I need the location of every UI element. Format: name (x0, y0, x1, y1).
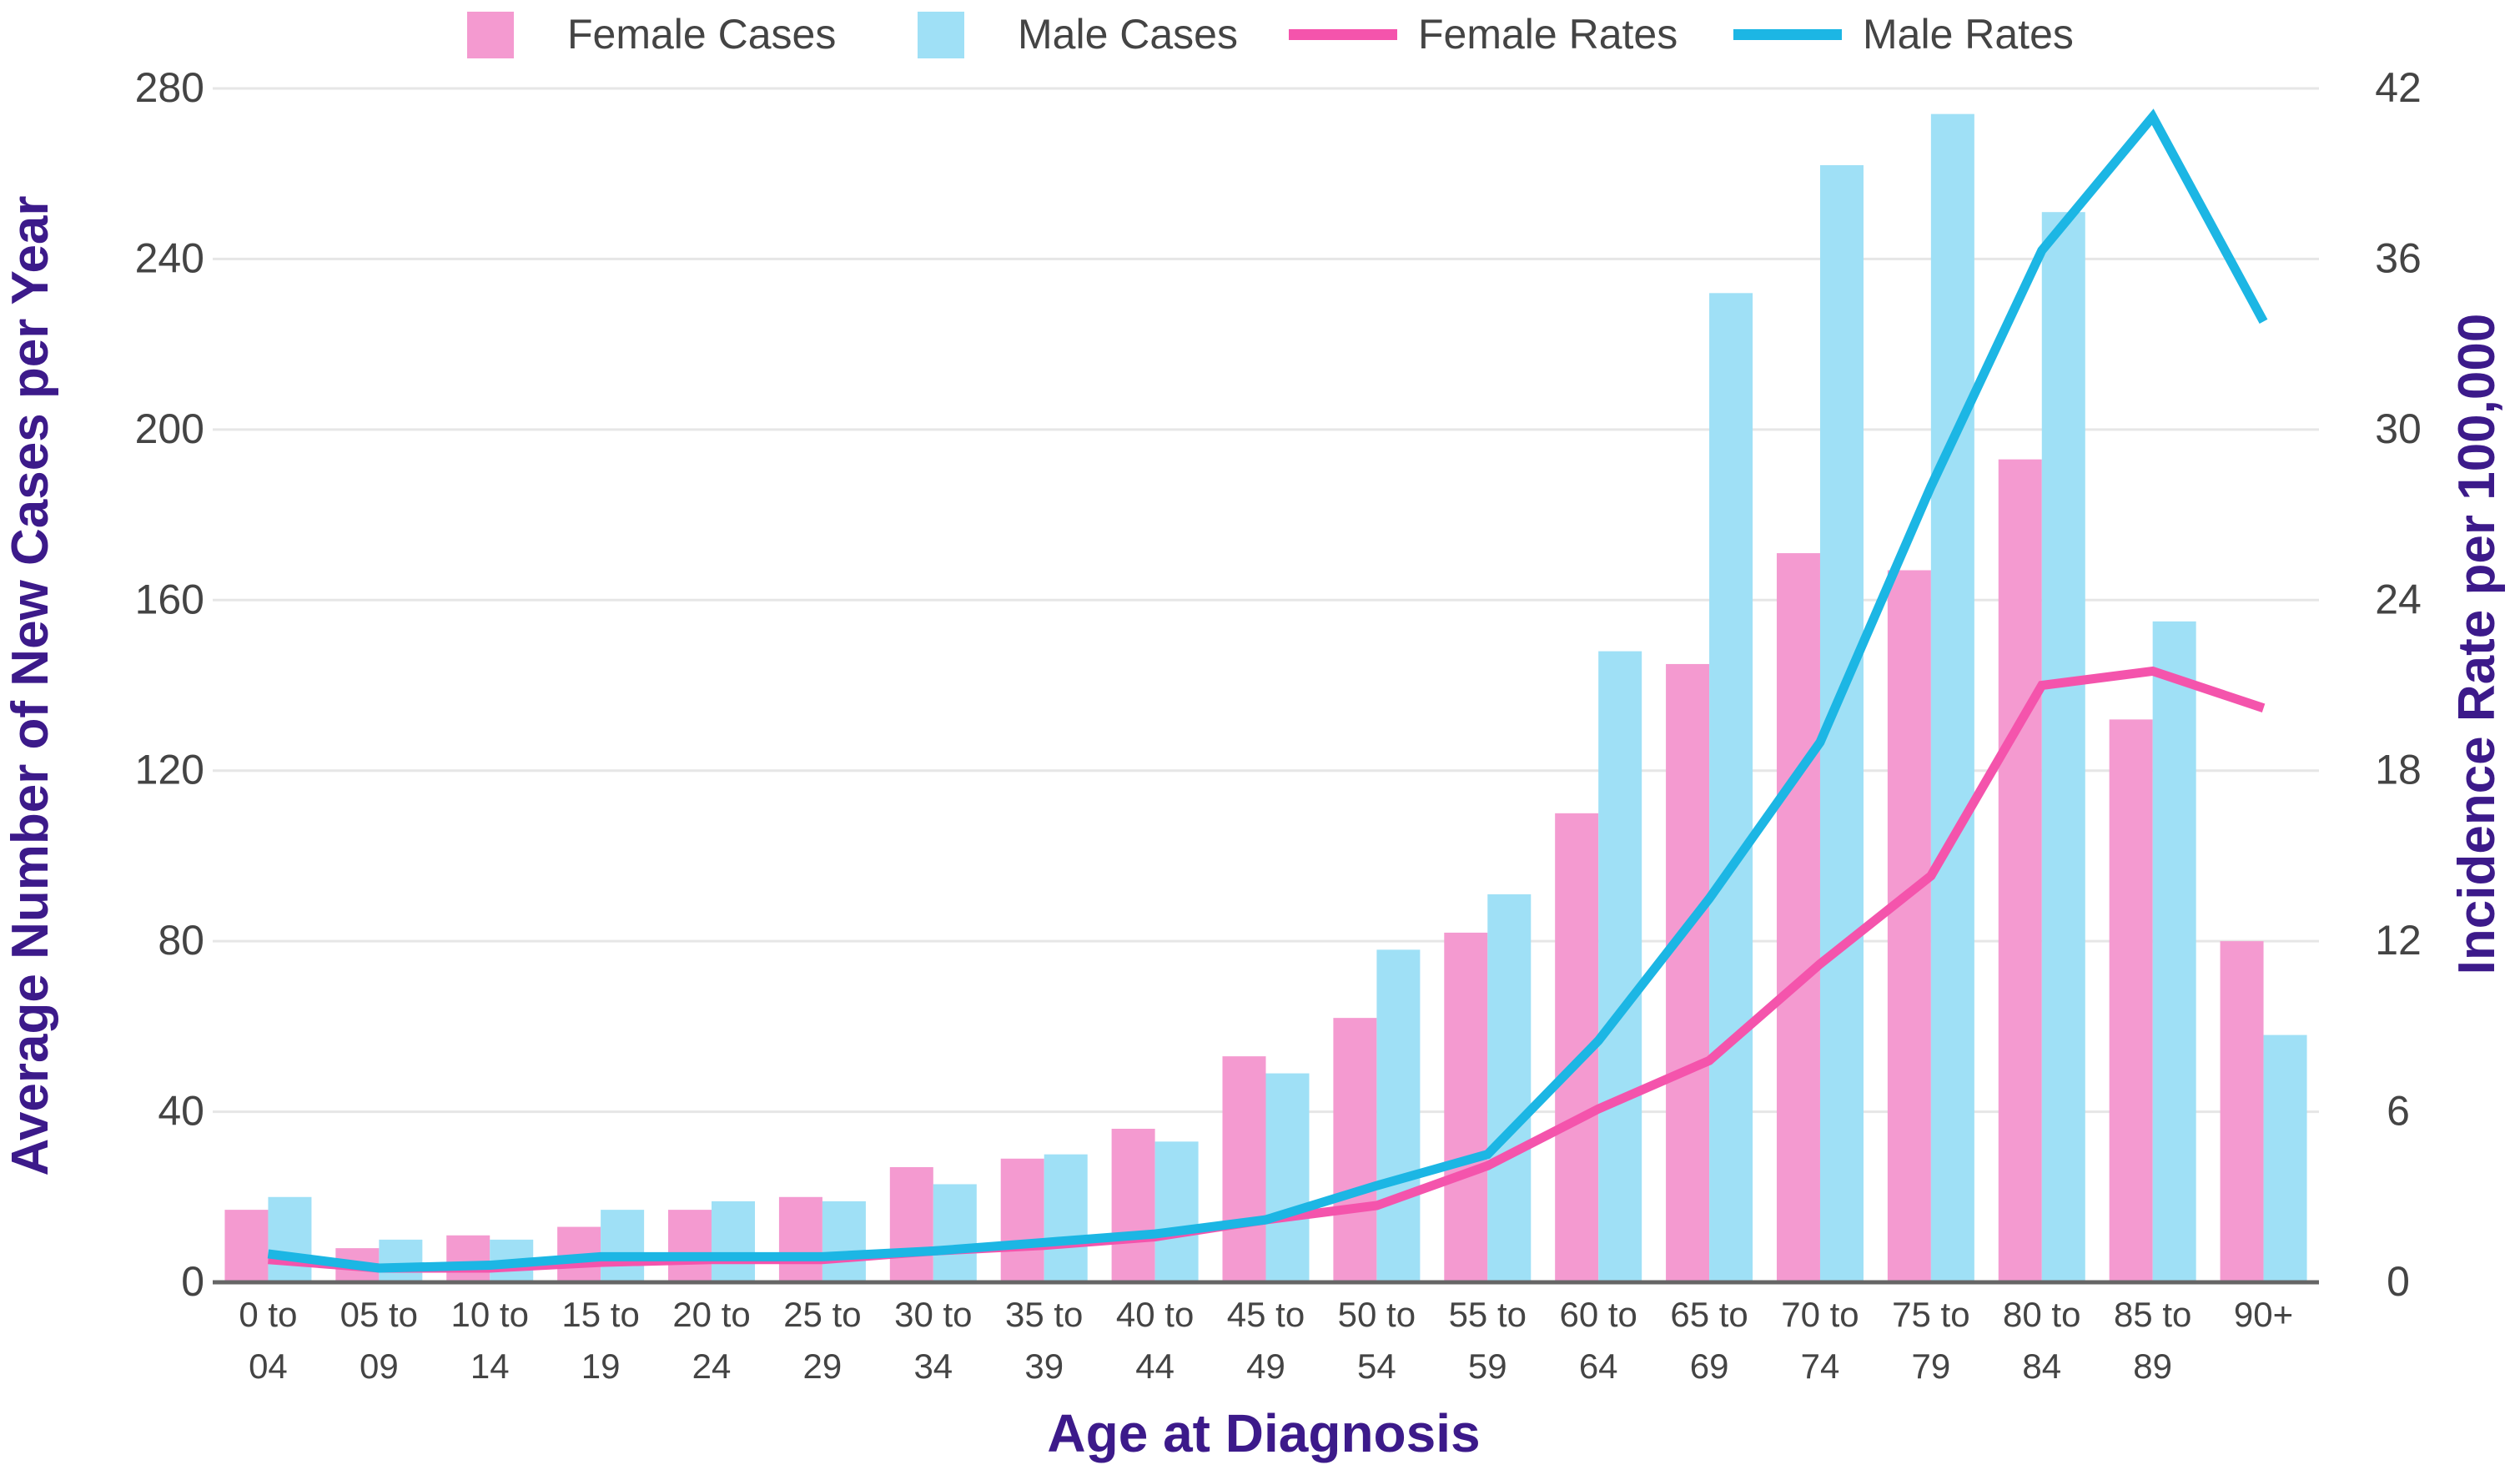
y-left-tick-0: 0 (181, 1258, 204, 1305)
x-tick-label-4: 20 to 24 (672, 1295, 750, 1386)
female-cases-bar-2 (446, 1235, 490, 1282)
x-tick-label-10: 50 to 54 (1338, 1295, 1416, 1386)
y-right-tick-0: 0 (2387, 1258, 2410, 1305)
male-cases-bar-5 (822, 1201, 866, 1282)
x-tick-label-8: 40 to 44 (1116, 1295, 1194, 1386)
legend-label-female-rates: Female Rates (1418, 11, 1677, 58)
male-cases-bar-6 (933, 1184, 977, 1282)
male-cases-bar-3 (601, 1210, 645, 1282)
y-left-tick-6: 240 (135, 234, 204, 281)
x-tick-label-14: 70 to 74 (1781, 1295, 1859, 1386)
legend-label-male-cases: Male Cases (1018, 11, 1238, 58)
female-cases-bar-10 (1333, 1018, 1377, 1282)
female-cases-bar-18 (2220, 941, 2264, 1282)
female-cases-bar-7 (1000, 1158, 1044, 1282)
female-cases-bar-17 (2109, 719, 2153, 1282)
x-tick-label-5: 25 to 29 (783, 1295, 861, 1386)
legend-item-male-rates: Male Rates (1733, 11, 2074, 58)
male-rates-line (267, 108, 2268, 1273)
y-left-tick-7: 280 (135, 64, 204, 111)
female-cases-bar-16 (1998, 459, 2042, 1282)
female-cases-bar-9 (1222, 1056, 1266, 1282)
y-left-axis-title: Average Number of New Cases per Year (2, 195, 59, 1175)
male-cases-bar-7 (1044, 1154, 1088, 1282)
male-cases-bar-16 (2041, 212, 2085, 1283)
male-cases-bar-11 (1487, 894, 1532, 1282)
x-tick-label-15: 75 to 79 (1892, 1295, 1969, 1386)
x-tick-label-0: 0 to 04 (239, 1295, 297, 1386)
female-cases-bar-11 (1444, 932, 1488, 1282)
y-right-tick-1: 6 (2387, 1088, 2410, 1135)
male-cases-bar-4 (712, 1201, 756, 1282)
male-cases-bar-8 (1154, 1141, 1199, 1282)
y-left-tick-1: 40 (158, 1088, 204, 1135)
female-cases-bar-6 (889, 1167, 933, 1282)
legend-swatch-female-cases (467, 12, 514, 58)
y-left-tick-2: 80 (158, 917, 204, 964)
male-cases-bar-15 (1930, 113, 1974, 1282)
legend-label-female-cases: Female Cases (567, 11, 836, 58)
x-tick-label-3: 15 to 19 (561, 1295, 639, 1386)
male-cases-bar-10 (1376, 949, 1421, 1282)
female-cases-bar-5 (778, 1196, 822, 1282)
female-cases-bar-0 (224, 1210, 269, 1282)
x-axis-title: Age at Diagnosis (1047, 1403, 1480, 1463)
legend-swatch-female-rates (1289, 29, 1397, 40)
legend-item-female-cases: Female Cases (467, 11, 836, 58)
male-cases-bar-18 (2263, 1034, 2307, 1282)
y-right-axis-title: Incidence Rate per 100,000 (2448, 314, 2506, 975)
bar-series-group (224, 113, 2307, 1283)
male-cases-bar-13 (1709, 293, 1753, 1282)
x-tick-label-11: 55 to 59 (1449, 1295, 1527, 1386)
y-right-tick-6: 36 (2375, 234, 2422, 281)
x-tick-label-7: 35 to 39 (1005, 1295, 1083, 1386)
y-right-tick-labels: 0 6 12 18 24 30 36 42 (2375, 64, 2422, 1305)
y-right-tick-5: 30 (2375, 405, 2422, 452)
x-tick-labels: 0 to 04 05 to 09 10 to 14 15 to 19 20 to 24 25 to 2… (239, 1295, 2293, 1386)
x-tick-label-2: 10 to 14 (451, 1295, 529, 1386)
female-cases-bar-14 (1776, 553, 1820, 1282)
legend-swatch-male-rates (1733, 29, 1842, 40)
gridlines (213, 87, 2319, 1114)
x-tick-label-9: 45 to 49 (1227, 1295, 1305, 1386)
x-tick-label-1: 05 to 09 (340, 1295, 418, 1386)
x-tick-label-12: 60 to 64 (1559, 1295, 1637, 1386)
y-right-tick-4: 24 (2375, 576, 2422, 622)
y-left-tick-3: 120 (135, 747, 204, 793)
male-cases-bar-1 (379, 1239, 423, 1282)
legend-label-male-rates: Male Rates (1863, 11, 2074, 58)
female-cases-bar-15 (1887, 570, 1931, 1282)
x-tick-label-13: 65 to 69 (1670, 1295, 1748, 1386)
y-right-tick-3: 18 (2375, 747, 2422, 793)
female-cases-bar-13 (1666, 663, 1710, 1282)
y-right-tick-2: 12 (2375, 917, 2422, 964)
y-left-tick-labels: 0 40 80 120 160 200 240 280 (135, 64, 204, 1305)
female-cases-bar-8 (1111, 1129, 1155, 1282)
male-cases-bar-12 (1598, 651, 1642, 1282)
legend-item-male-cases: Male Cases (918, 11, 1238, 58)
male-cases-bar-9 (1265, 1073, 1310, 1282)
legend-swatch-male-cases (918, 12, 964, 58)
y-left-tick-5: 200 (135, 405, 204, 452)
female-cases-bar-4 (668, 1210, 712, 1282)
x-tick-label-6: 30 to 34 (894, 1295, 972, 1386)
x-tick-label-16: 80 to 84 (2003, 1295, 2080, 1386)
legend-item-female-rates: Female Rates (1289, 11, 1677, 58)
male-cases-bar-17 (2152, 621, 2196, 1282)
legend: Female Cases Male Cases Female Rates Male R… (467, 11, 2074, 58)
line-series-group (267, 108, 2268, 1273)
y-right-tick-7: 42 (2375, 64, 2422, 111)
x-tick-label-17: 85 to 89 (2114, 1295, 2191, 1386)
y-left-tick-4: 160 (135, 576, 204, 622)
male-cases-bar-0 (268, 1196, 312, 1282)
x-tick-label-18: 90+ (2234, 1295, 2293, 1334)
